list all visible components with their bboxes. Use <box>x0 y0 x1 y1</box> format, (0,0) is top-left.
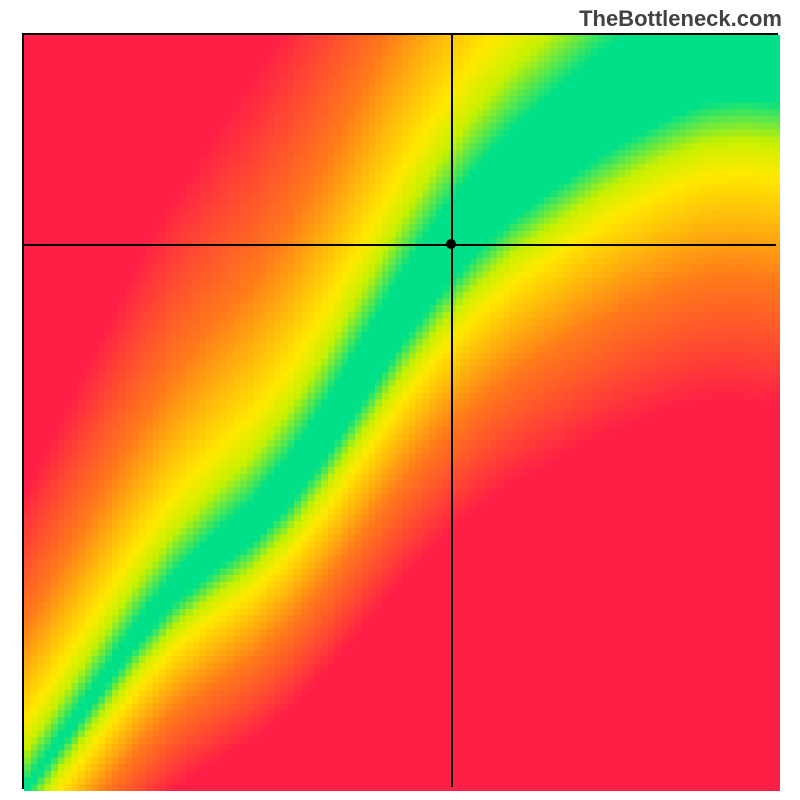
crosshair-vertical <box>451 35 453 787</box>
selection-marker <box>446 239 456 249</box>
crosshair-horizontal <box>24 244 776 246</box>
bottleneck-heatmap <box>24 35 780 791</box>
watermark-text: TheBottleneck.com <box>579 6 782 32</box>
heatmap-frame <box>22 33 778 789</box>
